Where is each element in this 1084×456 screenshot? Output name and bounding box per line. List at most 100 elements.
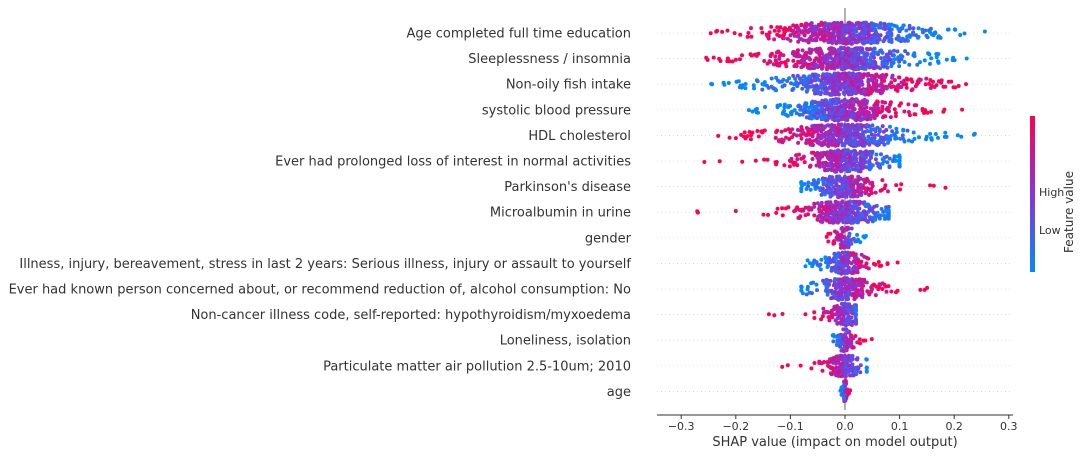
- data-point: [721, 80, 726, 85]
- data-point: [884, 289, 889, 294]
- data-point: [820, 134, 825, 139]
- data-point: [774, 210, 779, 215]
- data-point: [856, 174, 861, 179]
- data-point: [882, 78, 887, 83]
- data-point: [702, 160, 707, 164]
- data-point: [905, 77, 910, 82]
- data-point: [825, 117, 830, 122]
- data-point: [873, 293, 878, 298]
- data-points: [695, 20, 987, 404]
- data-point: [859, 278, 864, 283]
- data-point: [877, 129, 882, 134]
- data-point: [936, 135, 940, 140]
- data-point: [866, 92, 871, 97]
- data-point: [840, 278, 845, 283]
- data-point: [819, 85, 824, 90]
- data-point: [923, 82, 928, 87]
- data-point: [785, 79, 790, 83]
- data-point: [811, 180, 816, 185]
- data-point: [790, 127, 795, 132]
- data-point: [781, 53, 786, 58]
- data-point: [906, 138, 911, 143]
- data-point: [808, 128, 813, 133]
- data-point: [852, 107, 857, 112]
- data-point: [849, 251, 854, 256]
- data-point: [817, 361, 822, 366]
- data-point: [760, 130, 765, 135]
- data-point: [894, 126, 899, 131]
- data-point: [880, 178, 885, 183]
- data-point: [810, 28, 815, 33]
- data-point: [799, 288, 804, 293]
- data-point: [893, 111, 898, 115]
- data-point: [816, 102, 821, 107]
- data-point: [828, 278, 833, 283]
- data-point: [762, 157, 767, 162]
- data-point: [873, 217, 878, 222]
- data-point: [842, 127, 847, 132]
- data-point: [848, 344, 853, 348]
- data-point: [868, 57, 873, 62]
- data-point: [836, 373, 841, 378]
- data-point: [812, 88, 816, 93]
- data-point: [860, 142, 865, 147]
- data-point: [849, 226, 854, 231]
- data-point: [836, 151, 841, 156]
- data-point: [869, 132, 874, 137]
- x-tick-label: −0.1: [777, 420, 804, 433]
- data-point: [822, 181, 827, 186]
- data-point: [898, 187, 902, 192]
- data-point: [793, 160, 798, 165]
- data-point: [855, 141, 860, 146]
- data-point: [843, 359, 848, 364]
- x-tick-label: −0.2: [722, 420, 749, 433]
- data-point: [891, 60, 896, 65]
- data-point: [807, 47, 812, 52]
- data-point: [886, 140, 890, 145]
- data-point: [804, 29, 809, 34]
- data-point: [847, 168, 852, 173]
- data-point: [841, 311, 846, 316]
- data-point: [859, 79, 864, 84]
- data-point: [918, 60, 922, 65]
- data-point: [842, 25, 847, 30]
- data-point: [854, 53, 859, 58]
- data-point: [964, 56, 969, 61]
- data-point: [868, 106, 873, 111]
- data-point: [804, 101, 809, 106]
- data-point: [845, 201, 850, 206]
- data-point: [804, 126, 809, 130]
- data-point: [749, 133, 754, 138]
- data-point: [834, 158, 838, 163]
- data-point: [839, 168, 844, 173]
- data-point: [836, 313, 841, 318]
- data-point: [847, 71, 852, 76]
- data-point: [854, 50, 859, 55]
- data-point: [822, 360, 827, 364]
- data-point: [832, 75, 837, 80]
- data-point: [844, 212, 849, 217]
- data-point: [923, 28, 928, 33]
- data-point: [845, 152, 850, 157]
- feature-labels: Age completed full time education Sleeple…: [9, 27, 632, 400]
- data-point: [810, 262, 815, 267]
- data-point: [775, 105, 780, 110]
- data-point: [928, 131, 933, 136]
- data-point: [822, 281, 827, 286]
- data-point: [801, 38, 806, 43]
- data-point: [862, 114, 867, 119]
- data-point: [824, 79, 829, 84]
- data-point: [892, 57, 897, 62]
- data-point: [862, 62, 866, 67]
- data-point: [933, 31, 938, 36]
- data-point: [897, 75, 901, 80]
- data-point: [725, 28, 730, 33]
- feature-label: Illness, injury, bereavement, stress in …: [19, 257, 631, 272]
- data-point: [859, 105, 864, 109]
- data-point: [866, 34, 871, 39]
- data-point: [859, 193, 864, 197]
- data-point: [848, 135, 853, 140]
- data-point: [772, 28, 777, 33]
- data-point: [827, 31, 832, 36]
- data-point: [860, 40, 865, 45]
